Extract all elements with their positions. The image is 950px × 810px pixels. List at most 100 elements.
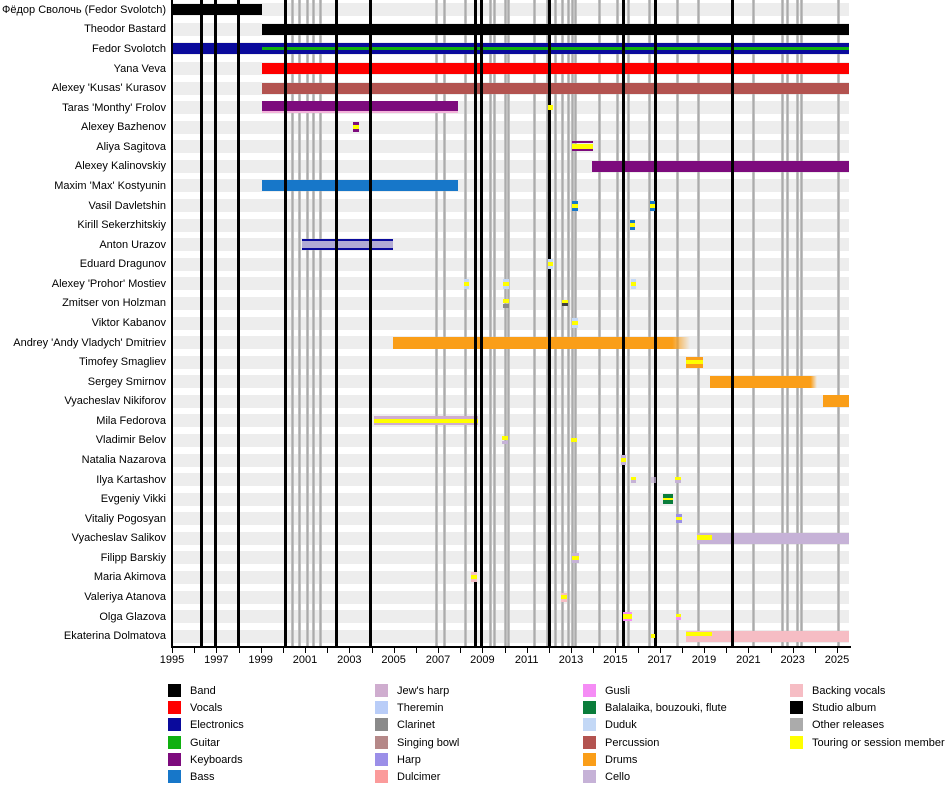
other-release-line [435, 0, 439, 646]
row-stripe [172, 394, 849, 408]
timeline-bar [630, 278, 637, 282]
member-label: Natalia Nazarova [81, 454, 166, 467]
timeline-bar [571, 438, 577, 443]
other-release-line [627, 0, 631, 646]
x-tick-label: 2001 [292, 654, 318, 666]
studio-album-line [368, 0, 372, 646]
timeline-bar [686, 631, 712, 637]
timeline-bar [572, 207, 578, 211]
legend-label: Backing vocals [812, 685, 886, 697]
x-tick [393, 648, 395, 653]
timeline-bar [261, 180, 458, 192]
x-tick [615, 648, 617, 653]
timeline-bar [352, 125, 360, 130]
row-stripe [172, 473, 849, 487]
x-tick-label: 2013 [558, 654, 584, 666]
timeline-bar [620, 458, 627, 463]
x-tick [482, 648, 484, 653]
x-tick [216, 648, 218, 653]
legend-label: Electronics [190, 719, 244, 732]
member-label: Andrey 'Andy Vladych' Dmitriev [13, 336, 166, 349]
member-label: Alexey Bazhenov [81, 121, 166, 134]
duduk-swatch [583, 718, 596, 732]
timeline-bar [572, 203, 578, 208]
timeline-bar [572, 321, 578, 325]
timeline-bar [352, 122, 360, 126]
timeline-bar [261, 110, 458, 114]
member-label: Aliya Sagitova [96, 140, 166, 153]
other-release-line [291, 0, 295, 646]
legend-label: Touring or session member [812, 736, 945, 749]
timeline-bar [629, 227, 636, 231]
singing_bowl-swatch [375, 735, 388, 749]
timeline-bar [503, 299, 509, 304]
vocals-swatch [168, 701, 181, 715]
member-label: Maria Akimova [93, 571, 166, 584]
legend-label: Studio album [812, 702, 877, 715]
timeline-bar [650, 634, 656, 639]
other-release-line [546, 0, 550, 646]
x-tick [814, 648, 816, 653]
timeline-bar [592, 160, 849, 172]
other-release-line [507, 0, 511, 646]
studio-album-line [334, 0, 338, 646]
x-tick [371, 648, 373, 653]
member-label: Vladimir Belov [95, 434, 166, 447]
member-label: Anton Urazov [99, 238, 166, 251]
other-release-line [795, 0, 799, 646]
timeline-bar [572, 149, 594, 152]
other-release-line [493, 0, 497, 646]
member-label: Theodor Bastard [84, 23, 166, 36]
member-label: Fedor Svolotch [92, 42, 166, 55]
other-release-line [648, 0, 652, 646]
x-tick [593, 648, 595, 653]
timeline-bar [649, 203, 656, 208]
x-tick [282, 648, 284, 653]
timeline-bar [675, 480, 681, 483]
timeline-bar [649, 200, 656, 204]
member-label: Taras 'Monthy' Frolov [62, 101, 166, 114]
member-label: Ilya Kartashov [96, 473, 166, 486]
timeline-bar [676, 617, 682, 620]
timeline-bar [572, 143, 594, 149]
x-tick [726, 648, 728, 653]
timeline-bar [676, 613, 682, 618]
timeline-bar [620, 455, 627, 459]
timeline-bar [392, 336, 690, 349]
x-tick [172, 648, 173, 653]
member-label: Timofey Smagliev [78, 356, 166, 369]
studio-album-line [474, 0, 478, 646]
legend: Band Vocals Electronics Guitar Keyboards Bass… [0, 670, 950, 810]
row-stripe [172, 590, 849, 604]
timeline-bar [547, 266, 554, 270]
timeline-bar [676, 514, 682, 518]
x-tick-label: 2019 [691, 654, 717, 666]
x-tick-label: 2025 [824, 654, 850, 666]
row-stripe [172, 629, 849, 643]
member-label: Filipp Barskiy [100, 551, 166, 564]
member-label: Alexey Kalinovskiy [74, 160, 166, 173]
x-axis-line [170, 646, 851, 648]
x-tick-label: 1997 [204, 654, 229, 666]
other-release-line [312, 0, 316, 646]
member-label: Alexey 'Prohor' Mostiev [51, 277, 166, 290]
timeline-bar [676, 516, 682, 521]
timeline-bar [301, 241, 393, 248]
timeline-bar [663, 497, 673, 501]
x-tick [659, 648, 661, 653]
other-release-line [554, 0, 557, 646]
timeline-bar [503, 278, 509, 282]
other-release-line [781, 0, 785, 646]
other-release-line [532, 0, 536, 646]
timeline-bar [650, 476, 657, 483]
band-swatch [168, 684, 181, 697]
x-tick [571, 648, 573, 653]
member-label: Vitaliy Pogosyan [84, 512, 166, 525]
legend-label: Bass [190, 771, 215, 783]
x-tick [704, 648, 706, 653]
balalaika-swatch [583, 701, 596, 715]
legend-label: Percussion [605, 736, 660, 749]
studio-album-line [479, 0, 483, 646]
guitar-swatch [168, 735, 181, 749]
